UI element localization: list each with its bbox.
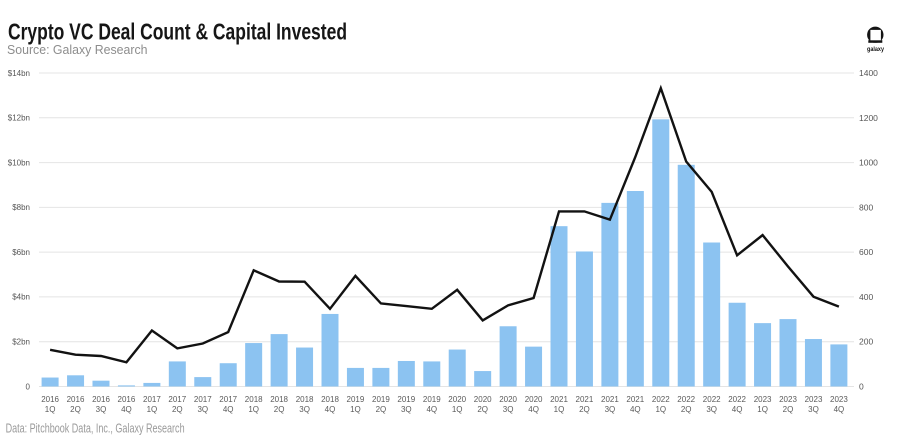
svg-text:$14bn: $14bn bbox=[8, 69, 30, 78]
svg-text:2019: 2019 bbox=[372, 395, 390, 404]
svg-text:1400: 1400 bbox=[859, 68, 878, 78]
svg-text:3Q: 3Q bbox=[706, 405, 717, 414]
svg-text:2019: 2019 bbox=[347, 395, 365, 404]
svg-text:2022: 2022 bbox=[728, 395, 746, 404]
svg-text:4Q: 4Q bbox=[834, 405, 845, 414]
svg-text:1Q: 1Q bbox=[248, 405, 259, 414]
svg-text:2Q: 2Q bbox=[579, 405, 590, 414]
svg-text:2023: 2023 bbox=[754, 395, 772, 404]
svg-text:4Q: 4Q bbox=[223, 405, 234, 414]
svg-text:3Q: 3Q bbox=[808, 405, 819, 414]
svg-text:Data: Pitchbook Data, Inc., Ga: Data: Pitchbook Data, Inc., Galaxy Resea… bbox=[6, 421, 185, 435]
svg-text:1Q: 1Q bbox=[655, 405, 666, 414]
svg-text:1Q: 1Q bbox=[45, 405, 56, 414]
svg-text:galaxy: galaxy bbox=[867, 46, 884, 53]
svg-text:1Q: 1Q bbox=[350, 405, 361, 414]
svg-text:2017: 2017 bbox=[168, 395, 186, 404]
svg-text:2023: 2023 bbox=[805, 395, 823, 404]
svg-text:2Q: 2Q bbox=[376, 405, 387, 414]
svg-text:2016: 2016 bbox=[118, 395, 136, 404]
svg-text:2020: 2020 bbox=[474, 395, 492, 404]
svg-text:$8bn: $8bn bbox=[12, 203, 30, 212]
svg-text:400: 400 bbox=[859, 292, 873, 302]
svg-text:2016: 2016 bbox=[41, 395, 59, 404]
svg-text:200: 200 bbox=[859, 337, 873, 347]
svg-text:600: 600 bbox=[859, 247, 873, 257]
svg-text:2020: 2020 bbox=[448, 395, 466, 404]
svg-text:Source: Galaxy Research: Source: Galaxy Research bbox=[7, 42, 148, 57]
svg-text:1Q: 1Q bbox=[554, 405, 565, 414]
svg-text:2022: 2022 bbox=[677, 395, 695, 404]
svg-text:2019: 2019 bbox=[397, 395, 415, 404]
svg-text:2018: 2018 bbox=[245, 395, 263, 404]
svg-text:2Q: 2Q bbox=[681, 405, 692, 414]
svg-text:2021: 2021 bbox=[576, 395, 594, 404]
svg-text:2Q: 2Q bbox=[477, 405, 488, 414]
svg-text:800: 800 bbox=[859, 202, 873, 212]
svg-text:2Q: 2Q bbox=[274, 405, 285, 414]
svg-text:3Q: 3Q bbox=[503, 405, 514, 414]
svg-text:2Q: 2Q bbox=[783, 405, 794, 414]
svg-text:2016: 2016 bbox=[92, 395, 110, 404]
svg-text:0: 0 bbox=[26, 382, 31, 391]
svg-text:2020: 2020 bbox=[499, 395, 517, 404]
svg-text:Crypto VC Deal Count & Capital: Crypto VC Deal Count & Capital Invested bbox=[8, 19, 347, 45]
svg-text:2019: 2019 bbox=[423, 395, 441, 404]
svg-text:2022: 2022 bbox=[652, 395, 670, 404]
svg-text:3Q: 3Q bbox=[96, 405, 107, 414]
svg-text:2017: 2017 bbox=[219, 395, 237, 404]
svg-text:2018: 2018 bbox=[296, 395, 314, 404]
svg-text:2021: 2021 bbox=[550, 395, 568, 404]
svg-text:2016: 2016 bbox=[67, 395, 85, 404]
svg-text:1Q: 1Q bbox=[757, 405, 768, 414]
svg-text:1000: 1000 bbox=[859, 158, 878, 168]
svg-text:$6bn: $6bn bbox=[12, 248, 30, 257]
svg-text:3Q: 3Q bbox=[299, 405, 310, 414]
svg-text:1200: 1200 bbox=[859, 113, 878, 123]
svg-text:2018: 2018 bbox=[321, 395, 339, 404]
svg-text:4Q: 4Q bbox=[325, 405, 336, 414]
svg-text:2017: 2017 bbox=[143, 395, 161, 404]
svg-text:4Q: 4Q bbox=[528, 405, 539, 414]
svg-text:2021: 2021 bbox=[601, 395, 619, 404]
svg-text:2022: 2022 bbox=[703, 395, 721, 404]
svg-text:2021: 2021 bbox=[626, 395, 644, 404]
svg-text:2020: 2020 bbox=[525, 395, 543, 404]
svg-text:2018: 2018 bbox=[270, 395, 288, 404]
svg-text:4Q: 4Q bbox=[732, 405, 743, 414]
svg-text:0: 0 bbox=[859, 382, 864, 392]
svg-text:$12bn: $12bn bbox=[8, 114, 30, 123]
svg-text:$4bn: $4bn bbox=[12, 293, 30, 302]
svg-text:2023: 2023 bbox=[779, 395, 797, 404]
svg-text:1Q: 1Q bbox=[147, 405, 158, 414]
svg-text:2017: 2017 bbox=[194, 395, 212, 404]
svg-text:$2bn: $2bn bbox=[12, 338, 30, 347]
svg-text:3Q: 3Q bbox=[605, 405, 616, 414]
svg-text:3Q: 3Q bbox=[401, 405, 412, 414]
svg-text:4Q: 4Q bbox=[121, 405, 132, 414]
svg-text:4Q: 4Q bbox=[426, 405, 437, 414]
svg-text:3Q: 3Q bbox=[197, 405, 208, 414]
svg-text:4Q: 4Q bbox=[630, 405, 641, 414]
svg-text:$10bn: $10bn bbox=[8, 158, 30, 167]
svg-text:2023: 2023 bbox=[830, 395, 848, 404]
svg-text:1Q: 1Q bbox=[452, 405, 463, 414]
svg-text:2Q: 2Q bbox=[70, 405, 81, 414]
svg-text:2Q: 2Q bbox=[172, 405, 183, 414]
